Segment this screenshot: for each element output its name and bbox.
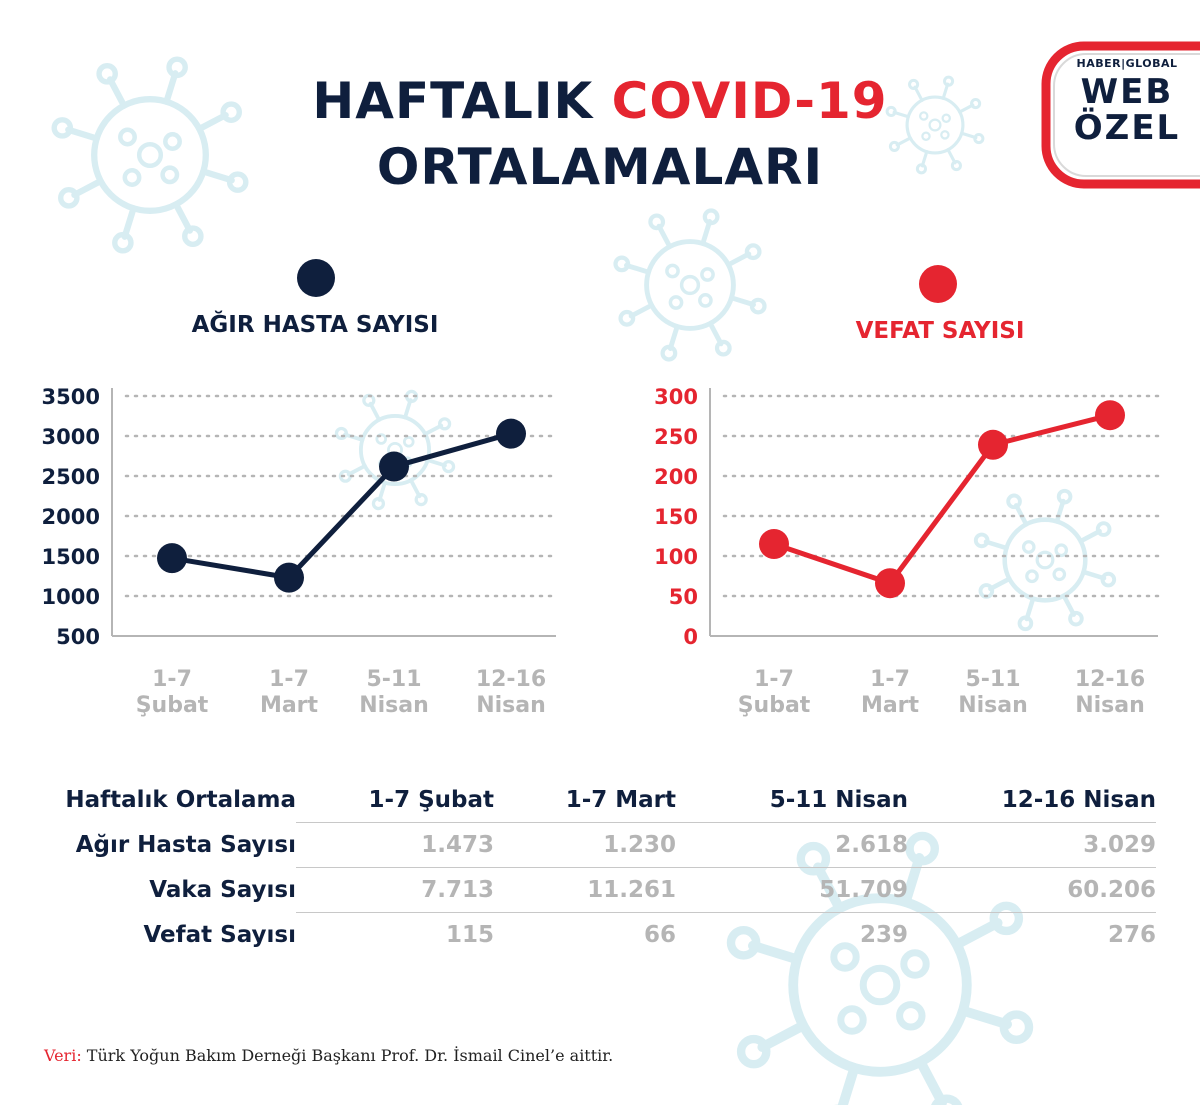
- left-x-tick-label: 1-7: [269, 667, 309, 692]
- badge-ozel: ÖZEL: [1073, 108, 1181, 148]
- table-header-row: Haftalık Ortalama 1-7 Şubat 1-7 Mart 5-1…: [40, 778, 1156, 823]
- left-x-tick-label: Nisan: [476, 693, 546, 718]
- badge-web: WEB: [1080, 72, 1174, 112]
- cell-value: 11.261: [494, 867, 676, 913]
- left-chart-title: AĞIR HASTA SAYISI: [191, 312, 439, 338]
- right-data-point: [978, 429, 1008, 460]
- right-x-tick-label: 5-11: [965, 667, 1020, 692]
- badge-brand: HABER|GLOBAL: [1076, 57, 1178, 70]
- right-y-tick-label: 50: [669, 585, 698, 609]
- right-y-tick-label: 200: [654, 465, 698, 489]
- right-x-tick-label: 12-16: [1075, 667, 1145, 692]
- table-row: Vefat Sayısı 115 66 239 276: [40, 912, 1156, 957]
- right-y-tick-label: 150: [654, 505, 698, 529]
- source-label: Veri:: [44, 1046, 82, 1065]
- cell-value: 3.029: [908, 822, 1156, 868]
- left-y-tick-label: 3500: [42, 385, 100, 409]
- left-y-tick-label: 1000: [42, 585, 100, 609]
- right-y-tick-label: 0: [683, 625, 698, 649]
- left-y-tick-label: 2500: [42, 465, 100, 489]
- page-title: HAFTALIK COVID-19: [0, 72, 1200, 130]
- cell-value: 115: [296, 912, 494, 957]
- page-title-line2: ORTALAMALARI: [376, 138, 824, 196]
- left-y-tick-label: 3000: [42, 425, 100, 449]
- table-header-col: 1-7 Mart: [565, 787, 676, 813]
- left-x-tick-label: Şubat: [136, 693, 209, 718]
- web-ozel-badge: [1041, 41, 1200, 189]
- right-data-point: [759, 529, 789, 559]
- right-series-line: [773, 412, 1111, 586]
- table-header-col: 5-11 Nisan: [769, 787, 908, 813]
- left-x-tick-label: 1-7: [152, 667, 192, 692]
- table-header-col: 1-7 Şubat: [368, 787, 494, 813]
- right-y-tick-label: 300: [654, 385, 698, 409]
- right-x-tick-label: 1-7: [870, 667, 910, 692]
- left-data-point: [157, 543, 187, 574]
- table-header-col: 12-16 Nisan: [1001, 787, 1156, 813]
- cell-value: 239: [676, 912, 908, 957]
- row-label: Ağır Hasta Sayısı: [75, 832, 296, 858]
- right-x-tick-label: 1-7: [754, 667, 794, 692]
- right-chart-title: VEFAT SAYISI: [855, 318, 1025, 344]
- weekly-average-table: Haftalık Ortalama 1-7 Şubat 1-7 Mart 5-1…: [40, 778, 1156, 957]
- cell-value: 2.618: [676, 822, 908, 868]
- left-data-point: [274, 562, 304, 593]
- cell-value: 66: [494, 912, 676, 957]
- left-series-line: [171, 431, 512, 581]
- cell-value: 51.709: [676, 867, 908, 913]
- cell-value: 60.206: [908, 867, 1156, 913]
- right-x-tick-label: Nisan: [1075, 693, 1145, 718]
- cell-value: 1.473: [296, 822, 494, 868]
- left-legend-dot: [297, 259, 335, 297]
- cell-value: 7.713: [296, 867, 494, 913]
- title-prefix: HAFTALIK: [312, 72, 612, 130]
- cell-value: 1.230: [494, 822, 676, 868]
- right-x-tick-label: Mart: [861, 693, 920, 718]
- left-data-point: [379, 451, 409, 482]
- left-x-tick-label: Nisan: [359, 693, 429, 718]
- right-x-tick-label: Nisan: [958, 693, 1028, 718]
- source-text: Türk Yoğun Bakım Derneği Başkanı Prof. D…: [81, 1046, 614, 1065]
- left-x-tick-label: 5-11: [366, 667, 421, 692]
- right-x-tick-label: Şubat: [738, 693, 811, 718]
- row-label: Vaka Sayısı: [149, 877, 296, 903]
- table-header-label: Haftalık Ortalama: [65, 787, 296, 814]
- left-y-tick-label: 1500: [42, 545, 100, 569]
- right-y-tick-label: 100: [654, 545, 698, 569]
- left-x-tick-label: 12-16: [476, 667, 546, 692]
- left-x-tick-label: Mart: [260, 693, 319, 718]
- right-data-point: [875, 568, 905, 599]
- left-y-tick-label: 500: [56, 625, 100, 649]
- cell-value: 276: [908, 912, 1156, 957]
- left-y-tick-label: 2000: [42, 505, 100, 529]
- line-charts: 3500300025002000150010005001-7Şubat1-7Ma…: [42, 385, 1160, 718]
- source-note: Veri: Türk Yoğun Bakım Derneği Başkanı P…: [44, 1046, 613, 1065]
- right-legend-dot: [919, 265, 957, 303]
- left-data-point: [496, 418, 526, 449]
- right-y-tick-label: 250: [654, 425, 698, 449]
- virus-decoration: [613, 208, 767, 362]
- table-row: Ağır Hasta Sayısı 1.473 1.230 2.618 3.02…: [40, 822, 1156, 868]
- row-label: Vefat Sayısı: [143, 921, 297, 948]
- title-highlight: COVID-19: [611, 72, 888, 130]
- table-row: Vaka Sayısı 7.713 11.261 51.709 60.206: [40, 867, 1156, 913]
- right-data-point: [1095, 400, 1125, 431]
